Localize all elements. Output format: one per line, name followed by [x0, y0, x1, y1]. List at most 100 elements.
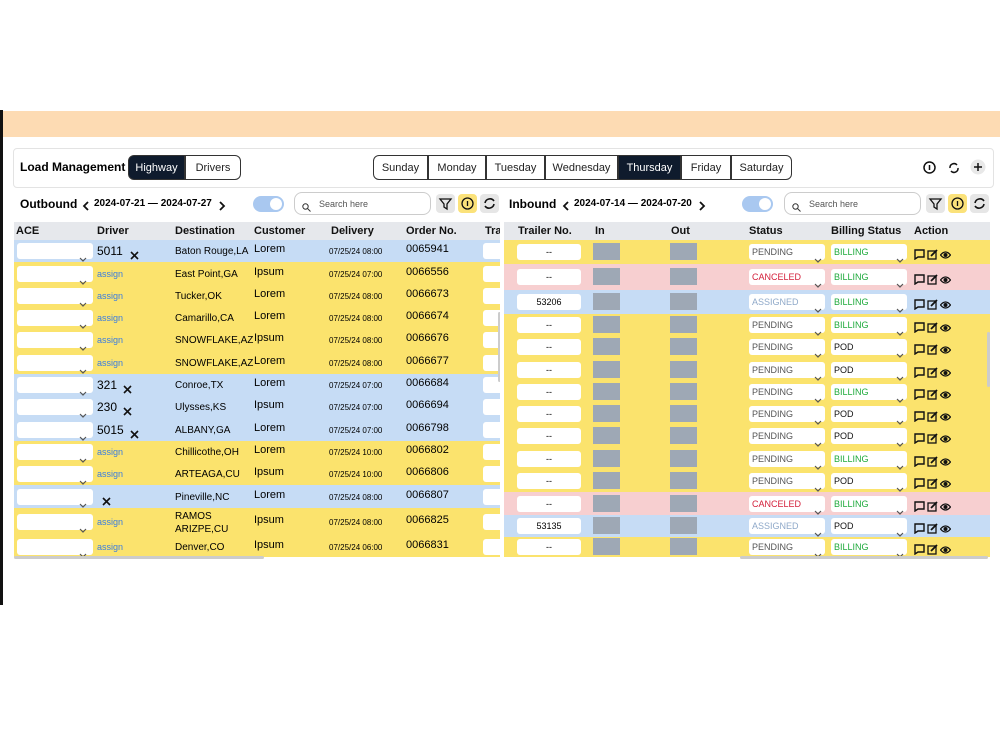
billing-select[interactable]: POD — [831, 473, 907, 489]
view-icon[interactable] — [939, 320, 952, 332]
status-select[interactable]: PENDING — [749, 539, 825, 555]
comment-icon[interactable] — [914, 247, 925, 261]
in-photo[interactable] — [593, 427, 620, 444]
ace-select[interactable] — [17, 288, 93, 304]
out-photo[interactable] — [670, 268, 697, 285]
comment-icon[interactable] — [914, 499, 925, 512]
refresh-button[interactable] — [948, 161, 960, 174]
out-photo[interactable] — [670, 243, 697, 260]
out-photo[interactable] — [670, 449, 697, 467]
edit-icon[interactable] — [927, 499, 938, 512]
out-photo[interactable] — [670, 494, 697, 512]
out-photo[interactable] — [670, 517, 697, 534]
day-button[interactable]: Thursday — [618, 155, 681, 180]
out-photo[interactable] — [670, 293, 697, 310]
comment-icon[interactable] — [914, 365, 925, 378]
view-icon[interactable] — [939, 365, 952, 377]
edit-icon[interactable] — [927, 342, 938, 355]
in-photo[interactable] — [593, 268, 620, 285]
status-select[interactable]: PENDING — [749, 317, 825, 333]
day-button[interactable]: Saturday — [731, 155, 792, 180]
in-photo[interactable] — [593, 360, 620, 378]
comment-icon[interactable] — [914, 297, 925, 311]
trailer-input[interactable]: -- — [517, 406, 581, 422]
status-select[interactable]: PENDING — [749, 361, 825, 378]
in-photo[interactable] — [593, 293, 620, 310]
comment-icon[interactable] — [914, 409, 925, 423]
view-icon[interactable] — [939, 542, 952, 554]
status-select[interactable]: PENDING — [749, 384, 825, 400]
edit-icon[interactable] — [927, 272, 938, 285]
edit-icon[interactable] — [927, 297, 938, 310]
status-select[interactable]: ASSIGNED — [749, 294, 825, 310]
comment-icon[interactable] — [914, 320, 925, 334]
day-button[interactable]: Tuesday — [486, 155, 545, 180]
trailer-input[interactable] — [483, 377, 500, 393]
edit-icon[interactable] — [927, 454, 938, 467]
billing-select[interactable]: BILLING — [831, 539, 907, 555]
trailer-input[interactable] — [483, 332, 500, 348]
trailer-input[interactable] — [483, 488, 500, 505]
trailer-input[interactable] — [483, 514, 500, 530]
ace-select[interactable] — [17, 466, 93, 482]
out-photo[interactable] — [670, 405, 697, 422]
trailer-input[interactable] — [483, 466, 500, 482]
billing-select[interactable]: BILLING — [831, 244, 907, 260]
comment-icon[interactable] — [914, 272, 925, 286]
billing-select[interactable]: POD — [831, 361, 907, 378]
trailer-input[interactable]: 53206 — [517, 294, 581, 310]
edit-icon[interactable] — [927, 521, 938, 534]
assign-link[interactable]: assign — [97, 313, 124, 323]
assign-link[interactable]: assign — [97, 335, 124, 345]
ace-select[interactable] — [17, 243, 93, 259]
out-photo[interactable] — [670, 472, 697, 489]
billing-select[interactable]: BILLING — [831, 294, 907, 310]
unassign-icon[interactable] — [123, 403, 132, 416]
edit-icon[interactable] — [927, 247, 938, 260]
view-icon[interactable] — [939, 297, 952, 309]
add-button[interactable] — [970, 159, 986, 175]
assign-link[interactable]: assign — [97, 447, 124, 457]
status-select[interactable]: PENDING — [749, 406, 825, 422]
ace-select[interactable] — [17, 377, 93, 393]
trailer-input[interactable]: -- — [517, 244, 581, 260]
status-select[interactable]: PENDING — [749, 428, 825, 444]
edit-icon[interactable] — [927, 387, 938, 400]
unassign-icon[interactable] — [102, 493, 111, 506]
assign-link[interactable]: assign — [97, 357, 124, 368]
assign-link[interactable]: assign — [97, 517, 124, 527]
out-photo[interactable] — [670, 338, 697, 355]
view-icon[interactable] — [939, 431, 952, 443]
billing-select[interactable]: POD — [831, 428, 907, 444]
refresh-filter[interactable] — [970, 194, 989, 213]
unassign-icon[interactable] — [123, 381, 132, 394]
comment-icon[interactable] — [914, 454, 925, 467]
trailer-input[interactable] — [483, 399, 500, 415]
trailer-input[interactable]: -- — [517, 384, 581, 400]
in-photo[interactable] — [593, 472, 620, 489]
mode-button[interactable]: Drivers — [185, 155, 241, 180]
mode-button[interactable]: Highway — [128, 155, 185, 180]
trailer-input[interactable] — [483, 288, 500, 304]
ace-select[interactable] — [17, 421, 93, 438]
day-button[interactable]: Sunday — [373, 155, 428, 180]
trailer-input[interactable] — [483, 354, 500, 371]
view-icon[interactable] — [939, 409, 952, 421]
status-select[interactable]: CANCELED — [749, 495, 825, 512]
trailer-input[interactable]: -- — [517, 339, 581, 355]
in-photo[interactable] — [593, 494, 620, 512]
info-filter[interactable] — [948, 194, 967, 213]
info-button[interactable] — [923, 161, 936, 174]
edit-icon[interactable] — [927, 365, 938, 378]
in-photo[interactable] — [593, 405, 620, 422]
ace-select[interactable] — [17, 332, 93, 348]
filter-button[interactable] — [926, 194, 945, 213]
day-button[interactable]: Monday — [428, 155, 486, 180]
billing-select[interactable]: BILLING — [831, 384, 907, 400]
in-photo[interactable] — [593, 517, 620, 534]
comment-icon[interactable] — [914, 431, 925, 445]
trailer-input[interactable] — [483, 310, 500, 326]
trailer-input[interactable]: -- — [517, 450, 581, 467]
filter-button[interactable] — [436, 194, 455, 213]
comment-icon[interactable] — [914, 476, 925, 490]
